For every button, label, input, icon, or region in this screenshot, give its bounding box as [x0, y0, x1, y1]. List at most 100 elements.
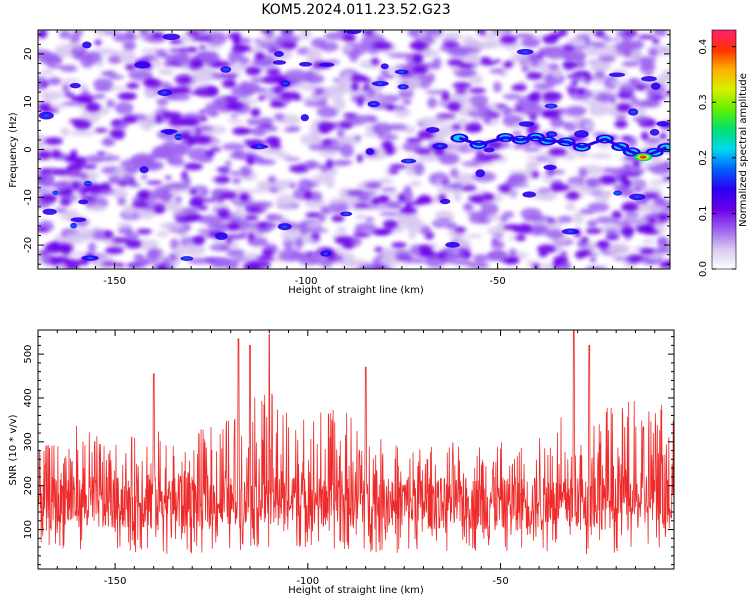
noise-blob — [156, 147, 173, 154]
noise-blob-core — [43, 114, 49, 117]
noise-blob — [380, 187, 397, 192]
noise-blob — [60, 78, 81, 84]
noise-blob — [134, 257, 152, 267]
noise-blob — [594, 70, 606, 80]
noise-blob — [38, 169, 53, 175]
noise-blob — [324, 32, 349, 41]
noise-blob — [348, 48, 359, 63]
y-tick-label: 20 — [23, 48, 34, 61]
noise-blob — [96, 151, 106, 156]
noise-blob — [346, 191, 364, 195]
noise-blob — [215, 167, 231, 171]
noise-blob — [530, 194, 555, 200]
noise-blob — [619, 173, 627, 183]
noise-blob — [212, 72, 225, 80]
noise-blob — [438, 152, 460, 165]
snr-panel: -150 -100 -50 100 200 300 400 500 Height of st… — [8, 329, 675, 596]
noise-blob — [47, 77, 62, 86]
noise-blob — [532, 215, 552, 220]
track-segment — [458, 136, 479, 147]
noise-blob-core — [635, 195, 640, 199]
noise-blob — [266, 223, 278, 229]
noise-blob — [608, 94, 617, 104]
noise-blob — [468, 195, 485, 203]
noise-blob — [452, 82, 472, 89]
noise-blob — [571, 76, 584, 82]
y-tick-label: 500 — [23, 345, 34, 364]
noise-blob — [385, 123, 408, 131]
noise-blob — [353, 232, 371, 238]
noise-blob-core — [522, 50, 528, 54]
track-segment — [535, 135, 548, 143]
noise-blob — [104, 30, 120, 35]
noise-blob — [480, 32, 497, 40]
noise-blob — [468, 213, 489, 224]
noise-blob — [356, 153, 363, 163]
noise-blob — [410, 258, 428, 264]
track-segment — [478, 136, 506, 147]
noise-blob — [154, 205, 166, 214]
noise-blob — [246, 206, 262, 212]
noise-blob — [635, 84, 647, 91]
noise-blob — [307, 222, 325, 228]
noise-blob — [297, 178, 314, 193]
x-tick-label: -100 — [296, 576, 319, 587]
noise-blob — [649, 247, 670, 254]
noise-blob — [457, 68, 478, 78]
noise-blob — [515, 224, 532, 234]
noise-blob — [385, 145, 395, 156]
noise-blob — [105, 155, 121, 161]
noise-blob — [225, 63, 251, 72]
noise-blob — [209, 147, 222, 152]
noise-blob — [51, 149, 62, 159]
noise-blob — [477, 30, 487, 36]
noise-blob — [292, 97, 302, 101]
noise-blob — [342, 72, 354, 83]
noise-blob — [380, 69, 389, 77]
noise-blob — [164, 54, 183, 63]
noise-blob — [218, 246, 231, 250]
x-tick-label: -50 — [492, 576, 508, 587]
y-tick-label: -10 — [23, 189, 34, 205]
noise-blob — [511, 132, 522, 136]
noise-blob — [281, 229, 299, 242]
noise-blob — [480, 57, 491, 61]
noise-blob-core — [222, 68, 229, 71]
noise-blob — [637, 34, 656, 40]
noise-blob — [40, 181, 61, 187]
noise-blob — [137, 190, 150, 201]
noise-blob — [286, 125, 301, 132]
noise-blob — [442, 42, 461, 47]
y-tick-label: 0 — [23, 146, 34, 152]
noise-blob — [439, 198, 451, 205]
noise-blob — [531, 170, 540, 179]
noise-blob — [466, 234, 483, 239]
noise-blob — [180, 216, 196, 222]
noise-blob — [334, 237, 354, 244]
noise-blob — [402, 141, 423, 152]
noise-blob — [381, 94, 400, 103]
noise-blob — [419, 36, 435, 40]
noise-blob — [418, 244, 433, 255]
noise-blob — [303, 85, 318, 91]
noise-blob — [605, 234, 620, 241]
noise-blob — [393, 105, 407, 111]
noise-blob — [198, 205, 208, 211]
noise-blob — [112, 120, 122, 126]
noise-blob — [245, 82, 260, 91]
noise-blob — [112, 32, 138, 43]
noise-blob — [117, 226, 134, 235]
noise-blob — [579, 208, 596, 215]
noise-blob — [238, 56, 250, 66]
noise-blob — [379, 211, 401, 217]
noise-blob — [662, 176, 670, 181]
noise-blob — [235, 257, 249, 262]
noise-blob — [389, 164, 407, 169]
noise-blob — [118, 92, 137, 101]
noise-blob — [162, 33, 181, 41]
y-tick-label: 400 — [23, 388, 34, 407]
noise-blob — [126, 82, 140, 90]
noise-blob — [522, 191, 537, 198]
noise-blob — [615, 114, 627, 121]
